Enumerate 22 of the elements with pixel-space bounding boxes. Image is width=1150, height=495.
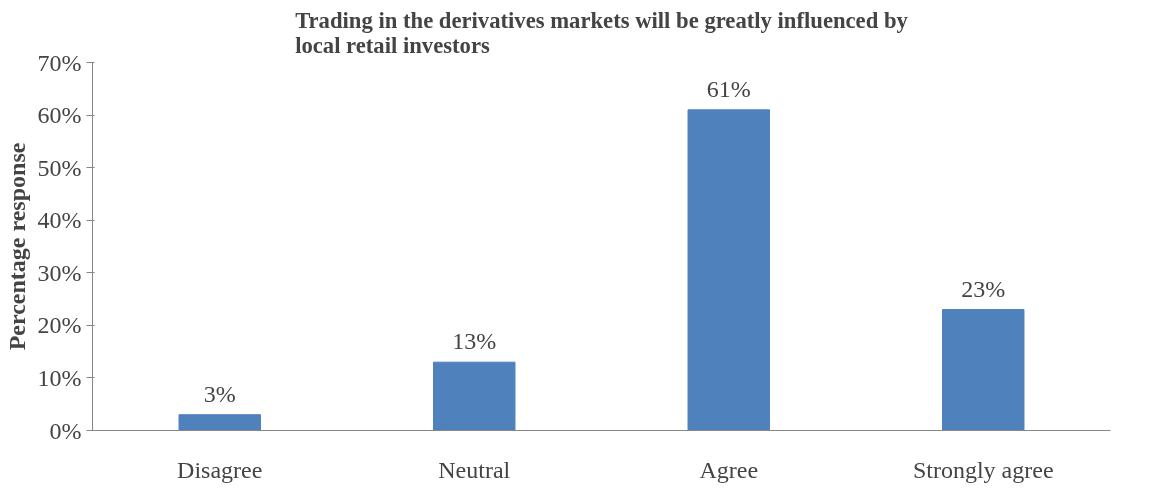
bar: [178, 414, 261, 431]
data-label: 13%: [452, 328, 497, 355]
bar: [942, 309, 1025, 431]
data-label: 3%: [203, 380, 236, 407]
y-tick-label: 70%: [37, 49, 82, 76]
x-tick-label: Disagree: [177, 456, 263, 483]
y-tick-label: 40%: [37, 207, 82, 234]
x-tick-label: Strongly agree: [912, 456, 1054, 483]
y-tick-label: 10%: [37, 364, 82, 391]
y-tick-label: 30%: [37, 259, 82, 286]
y-tick-label: 20%: [37, 312, 82, 339]
bar: [433, 361, 516, 431]
bar: [687, 109, 770, 431]
data-label: 61%: [706, 75, 751, 102]
x-tick-label: Agree: [699, 456, 759, 483]
y-tick-label: 60%: [37, 102, 82, 129]
chart-title: Trading in the derivatives markets will be greatly influenced by local retail investors: [295, 7, 909, 58]
x-tick-label: Neutral: [438, 456, 511, 483]
y-tick-label: 0%: [49, 417, 82, 444]
data-label: 23%: [961, 275, 1006, 302]
y-tick-label: 50%: [37, 154, 82, 181]
y-axis-title: Percentage response: [3, 142, 30, 351]
